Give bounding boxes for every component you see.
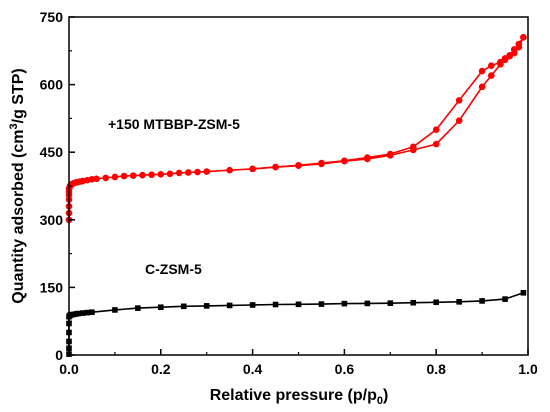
- data-point: [157, 170, 165, 178]
- series-1: [66, 290, 527, 357]
- x-tick-label: 0.6: [335, 361, 355, 377]
- data-point: [341, 300, 348, 307]
- data-point: [226, 302, 233, 309]
- data-point: [510, 46, 518, 53]
- data-point: [158, 304, 164, 311]
- data-point: [502, 296, 508, 302]
- data-point: [272, 163, 279, 171]
- data-point: [487, 62, 495, 69]
- data-point: [515, 40, 523, 48]
- data-point: [433, 299, 439, 306]
- data-point: [180, 303, 187, 310]
- x-axis: 0.0 0.2 0.4 0.6 0.8 1.0: [59, 349, 538, 377]
- data-point: [497, 58, 504, 66]
- data-point: [478, 67, 486, 75]
- data-point: [455, 97, 463, 104]
- data-point: [318, 159, 325, 167]
- data-point: [487, 72, 495, 79]
- data-point: [387, 300, 394, 306]
- data-point: [185, 169, 192, 176]
- x-tick-label: 0.4: [243, 361, 263, 377]
- data-point: [203, 168, 210, 175]
- data-point: [318, 301, 325, 307]
- y-tick-label: 450: [40, 144, 64, 160]
- data-point: [456, 299, 462, 305]
- x-axis-title-main: Relative pressure (p/p: [210, 387, 377, 404]
- data-point: [272, 301, 279, 308]
- x-axis-title-sub: 0: [377, 395, 383, 407]
- data-point: [387, 150, 394, 158]
- data-point: [139, 171, 146, 179]
- data-point: [203, 303, 210, 309]
- y-axis-title: Quantity adsorbed (cm3/g STP): [8, 68, 27, 303]
- data-point: [501, 55, 509, 62]
- data-point: [111, 173, 119, 181]
- annotation-mtbbp: +150 MTBBP-ZSM-5: [108, 116, 240, 132]
- data-point: [249, 302, 256, 308]
- y-axis-title-end: /g STP): [10, 68, 27, 123]
- x-tick-label: 0.2: [151, 361, 171, 377]
- data-point: [102, 174, 110, 182]
- data-point: [410, 299, 417, 306]
- data-point: [432, 140, 440, 148]
- x-tick-label: 1.0: [518, 361, 538, 377]
- plot-area: [65, 33, 527, 357]
- data-point: [120, 172, 128, 180]
- y-axis-title-sup: 3: [8, 123, 20, 129]
- data-point: [148, 171, 155, 179]
- data-point: [175, 169, 183, 177]
- data-point: [89, 309, 95, 315]
- data-point: [75, 310, 81, 317]
- data-point: [112, 307, 118, 313]
- data-point: [135, 305, 141, 311]
- data-point: [455, 117, 463, 124]
- data-point: [341, 157, 348, 165]
- data-point: [79, 310, 86, 316]
- data-point: [166, 170, 174, 178]
- data-point: [93, 175, 100, 183]
- data-point: [520, 33, 527, 41]
- data-point: [432, 126, 440, 133]
- annotation-czsm5: C-ZSM-5: [145, 261, 202, 277]
- y-tick-label: 300: [40, 212, 64, 228]
- data-point: [84, 309, 91, 316]
- x-tick-label: 0.0: [59, 361, 79, 377]
- data-point: [479, 298, 485, 304]
- data-point: [129, 172, 137, 179]
- data-point: [226, 166, 233, 174]
- data-point: [295, 161, 302, 169]
- data-point: [364, 154, 371, 161]
- x-axis-title-end: ): [383, 387, 388, 404]
- data-point: [478, 83, 486, 91]
- x-tick-label: 0.8: [426, 361, 446, 377]
- y-tick-label: 600: [40, 77, 64, 93]
- data-point: [506, 52, 513, 59]
- data-point: [249, 165, 256, 173]
- data-point: [409, 143, 417, 151]
- y-axis: 0 150 300 450 600 750: [40, 9, 75, 363]
- series-line: [252, 36, 525, 170]
- x-axis-title: Relative pressure (p/p0): [210, 387, 389, 407]
- y-axis-title-main: Quantity adsorbed (cm: [10, 129, 27, 303]
- data-point: [295, 301, 302, 308]
- y-tick-label: 0: [55, 347, 63, 363]
- y-tick-label: 750: [40, 9, 64, 25]
- data-point: [520, 290, 527, 296]
- data-point: [364, 300, 371, 307]
- y-tick-label: 150: [40, 279, 64, 295]
- data-point: [194, 168, 201, 176]
